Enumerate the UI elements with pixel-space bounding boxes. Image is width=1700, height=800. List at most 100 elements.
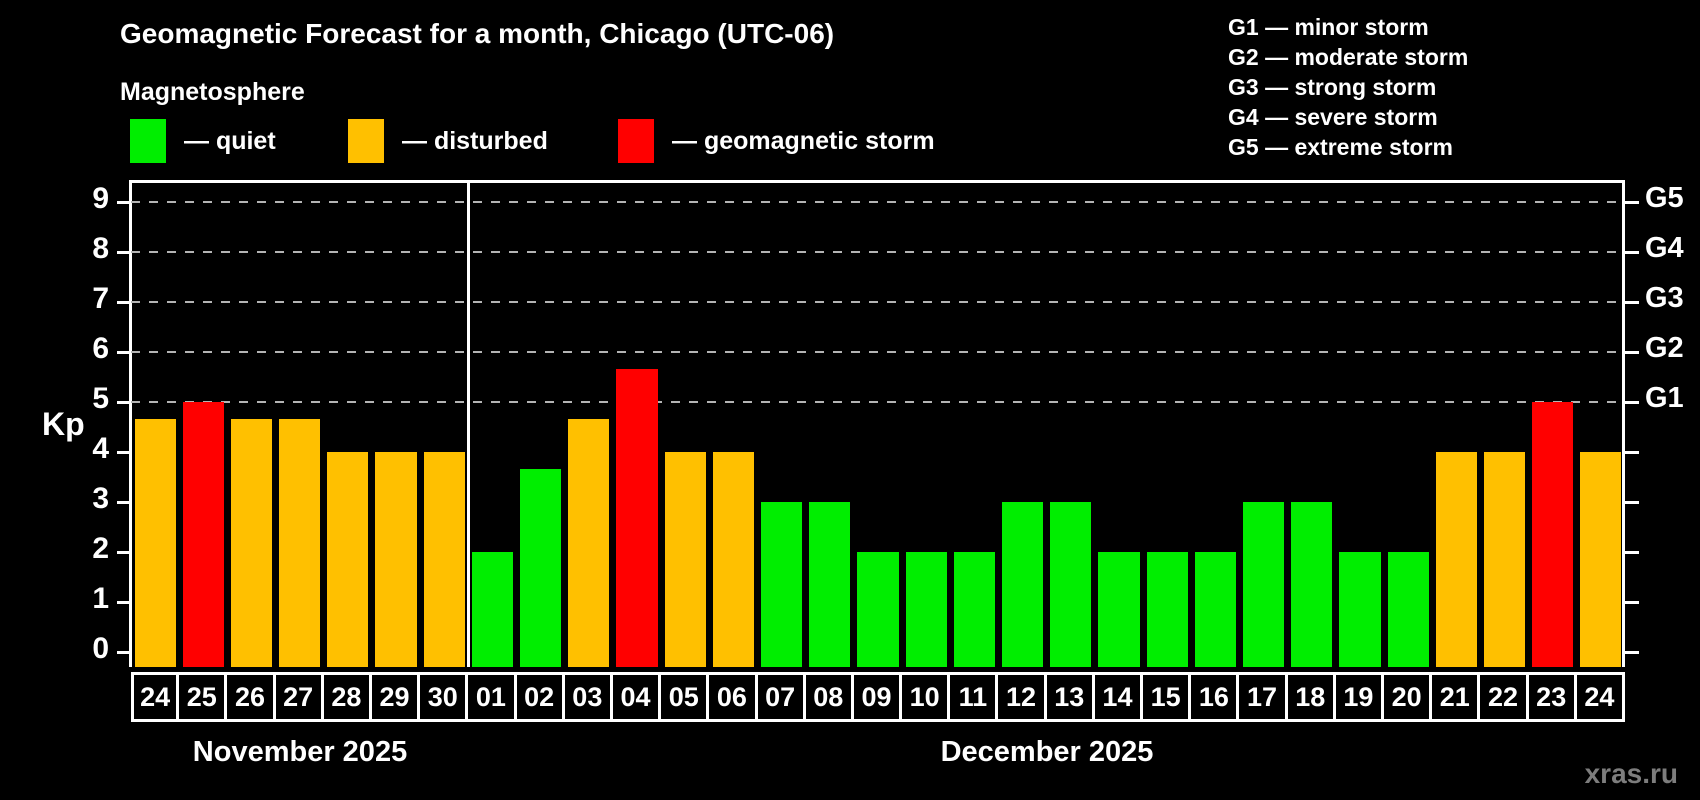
month-separator-line bbox=[466, 182, 470, 667]
bar-day-30-nov bbox=[423, 452, 465, 667]
day-label-18: 18 bbox=[1284, 672, 1336, 722]
day-label-08: 08 bbox=[802, 672, 854, 722]
y-tick-right-2 bbox=[1625, 550, 1639, 554]
day-label-24: 24 bbox=[1573, 672, 1625, 722]
page-title: Geomagnetic Forecast for a month, Chicag… bbox=[120, 18, 835, 49]
gridline-kp-5 bbox=[131, 401, 1625, 403]
legend-item-disturbed: — disturbed bbox=[348, 118, 548, 164]
day-label-06: 06 bbox=[706, 672, 758, 722]
day-label-07: 07 bbox=[754, 672, 806, 722]
y-tick-label-5: 5 bbox=[92, 382, 109, 415]
bar-day-17-dec bbox=[1242, 502, 1285, 667]
bar-day-18-dec bbox=[1291, 502, 1333, 667]
y-tick-left-7 bbox=[117, 300, 131, 304]
right-axis-label-g2: G2 bbox=[1645, 332, 1684, 364]
bar-day-07-dec bbox=[761, 502, 803, 667]
day-label-11: 11 bbox=[947, 672, 999, 722]
bar-day-08-dec bbox=[809, 502, 851, 667]
gridline-kp-9 bbox=[131, 201, 1625, 203]
gridline-kp-7 bbox=[131, 301, 1625, 303]
y-tick-label-3: 3 bbox=[92, 482, 109, 515]
y-tick-left-0 bbox=[117, 650, 131, 654]
y-tick-right-4 bbox=[1625, 450, 1639, 454]
day-label-23: 23 bbox=[1525, 672, 1577, 722]
day-label-30: 30 bbox=[417, 672, 469, 722]
y-tick-left-3 bbox=[117, 500, 131, 504]
bar-day-23-dec bbox=[1532, 402, 1574, 667]
day-label-20: 20 bbox=[1381, 672, 1433, 722]
day-label-15: 15 bbox=[1140, 672, 1192, 722]
day-label-17: 17 bbox=[1236, 672, 1288, 722]
day-label-16: 16 bbox=[1188, 672, 1240, 722]
bar-day-22-dec bbox=[1483, 452, 1526, 667]
day-label-19: 19 bbox=[1332, 672, 1385, 722]
day-label-05: 05 bbox=[658, 672, 710, 722]
g-scale-legend: G1 — minor storm G2 — moderate storm G3 … bbox=[1228, 12, 1468, 162]
right-axis-label-g5: G5 bbox=[1645, 182, 1684, 214]
bar-day-09-dec bbox=[857, 552, 899, 667]
y-tick-left-8 bbox=[117, 250, 131, 254]
bar-day-11-dec bbox=[953, 552, 995, 667]
storm-color-swatch bbox=[618, 119, 654, 163]
day-label-01: 01 bbox=[465, 672, 517, 722]
day-label-26: 26 bbox=[224, 672, 276, 722]
y-tick-right-5 bbox=[1625, 400, 1639, 404]
month-label-november: November 2025 bbox=[192, 736, 408, 768]
bar-day-14-dec bbox=[1098, 552, 1140, 667]
gridline-kp-8 bbox=[131, 251, 1625, 253]
day-label-13: 13 bbox=[1043, 672, 1095, 722]
day-label-09: 09 bbox=[850, 672, 903, 722]
y-tick-label-4: 4 bbox=[92, 432, 109, 465]
y-tick-label-2: 2 bbox=[92, 532, 109, 565]
bar-day-10-dec bbox=[905, 552, 947, 667]
y-tick-label-7: 7 bbox=[92, 282, 109, 315]
bar-day-27-nov bbox=[279, 418, 321, 667]
y-tick-label-6: 6 bbox=[92, 332, 109, 365]
y-tick-left-1 bbox=[117, 600, 131, 604]
bar-day-29-nov bbox=[375, 452, 417, 667]
y-tick-left-2 bbox=[117, 550, 131, 554]
bar-day-24-nov bbox=[134, 418, 176, 667]
day-label-12: 12 bbox=[995, 672, 1047, 722]
subtitle-magnetosphere: Magnetosphere bbox=[120, 78, 305, 106]
bar-day-16-dec bbox=[1194, 552, 1236, 667]
y-tick-left-4 bbox=[117, 450, 131, 454]
y-tick-label-9: 9 bbox=[92, 182, 109, 215]
quiet-color-swatch bbox=[130, 119, 166, 163]
bar-day-05-dec bbox=[664, 452, 706, 667]
plot-area bbox=[129, 180, 1625, 667]
day-label-04: 04 bbox=[609, 672, 662, 722]
day-label-22: 22 bbox=[1477, 672, 1529, 722]
bar-day-19-dec bbox=[1339, 552, 1381, 667]
day-label-25: 25 bbox=[176, 672, 228, 722]
day-label-29: 29 bbox=[368, 672, 421, 722]
bar-day-26-nov bbox=[230, 418, 273, 667]
day-label-10: 10 bbox=[899, 672, 951, 722]
y-tick-label-1: 1 bbox=[92, 582, 109, 615]
y-tick-left-6 bbox=[117, 350, 131, 354]
bar-day-06-dec bbox=[712, 452, 754, 667]
y-tick-right-6 bbox=[1625, 350, 1639, 354]
y-axis-label-kp: Kp bbox=[42, 406, 85, 442]
y-tick-right-1 bbox=[1625, 600, 1639, 604]
legend-item-storm: — geomagnetic storm bbox=[618, 118, 935, 164]
y-tick-left-5 bbox=[117, 400, 131, 404]
day-label-14: 14 bbox=[1091, 672, 1144, 722]
legend-item-quiet: — quiet bbox=[130, 118, 276, 164]
right-axis-label-g3: G3 bbox=[1645, 282, 1684, 314]
day-label-02: 02 bbox=[513, 672, 565, 722]
day-label-24: 24 bbox=[131, 672, 180, 722]
g-legend-line-3: G3 — strong storm bbox=[1228, 74, 1437, 100]
bar-day-02-dec bbox=[520, 468, 562, 667]
y-tick-right-8 bbox=[1625, 250, 1639, 254]
legend-label-disturbed: — disturbed bbox=[402, 126, 548, 155]
gridline-kp-6 bbox=[131, 351, 1625, 353]
y-tick-right-0 bbox=[1625, 650, 1639, 654]
bar-day-20-dec bbox=[1387, 552, 1429, 667]
g-legend-line-1: G1 — minor storm bbox=[1228, 14, 1429, 40]
bar-day-03-dec bbox=[568, 418, 610, 667]
y-tick-label-8: 8 bbox=[92, 232, 109, 265]
month-label-december: December 2025 bbox=[940, 736, 1154, 768]
legend-label-quiet: — quiet bbox=[184, 126, 276, 155]
